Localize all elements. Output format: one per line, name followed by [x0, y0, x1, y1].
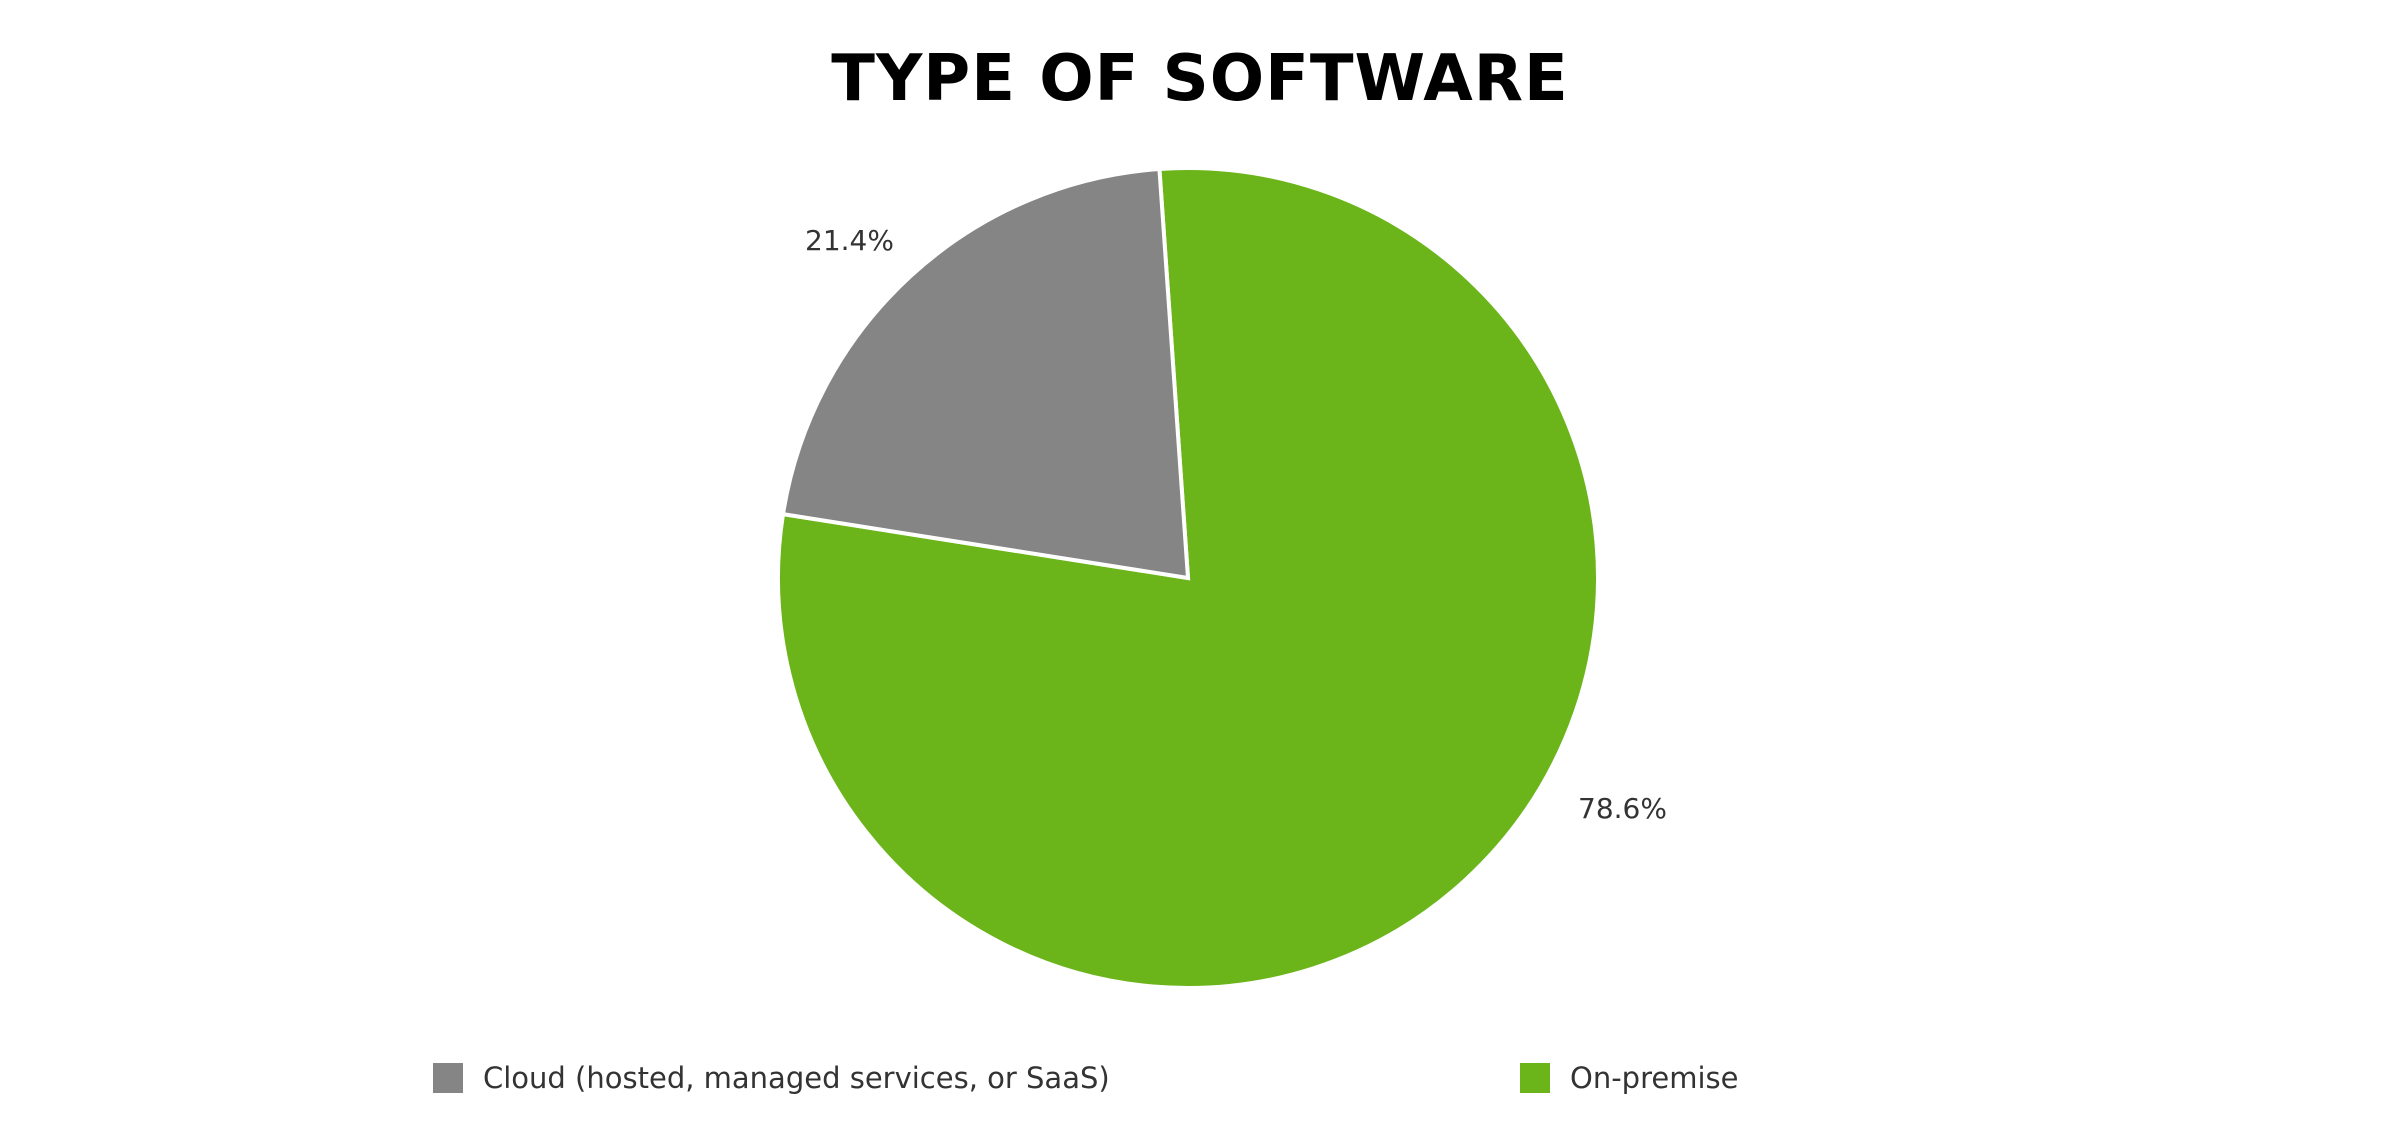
pie-slice-cloud [780, 166, 1191, 581]
legend-item-cloud: Cloud (hosted, managed services, or SaaS… [433, 1061, 1110, 1095]
legend-label-cloud: Cloud (hosted, managed services, or SaaS… [483, 1061, 1110, 1095]
legend-swatch-on-premise [1520, 1063, 1550, 1093]
chart-title: TYPE OF SOFTWARE [831, 42, 1569, 116]
legend-label-on-premise: On-premise [1570, 1061, 1739, 1095]
legend-item-on-premise: On-premise [1520, 1061, 1738, 1095]
slice-label-on-premise: 78.6% [1578, 792, 1667, 825]
slice-label-cloud: 21.4% [805, 224, 894, 257]
legend-swatch-cloud [433, 1063, 463, 1093]
